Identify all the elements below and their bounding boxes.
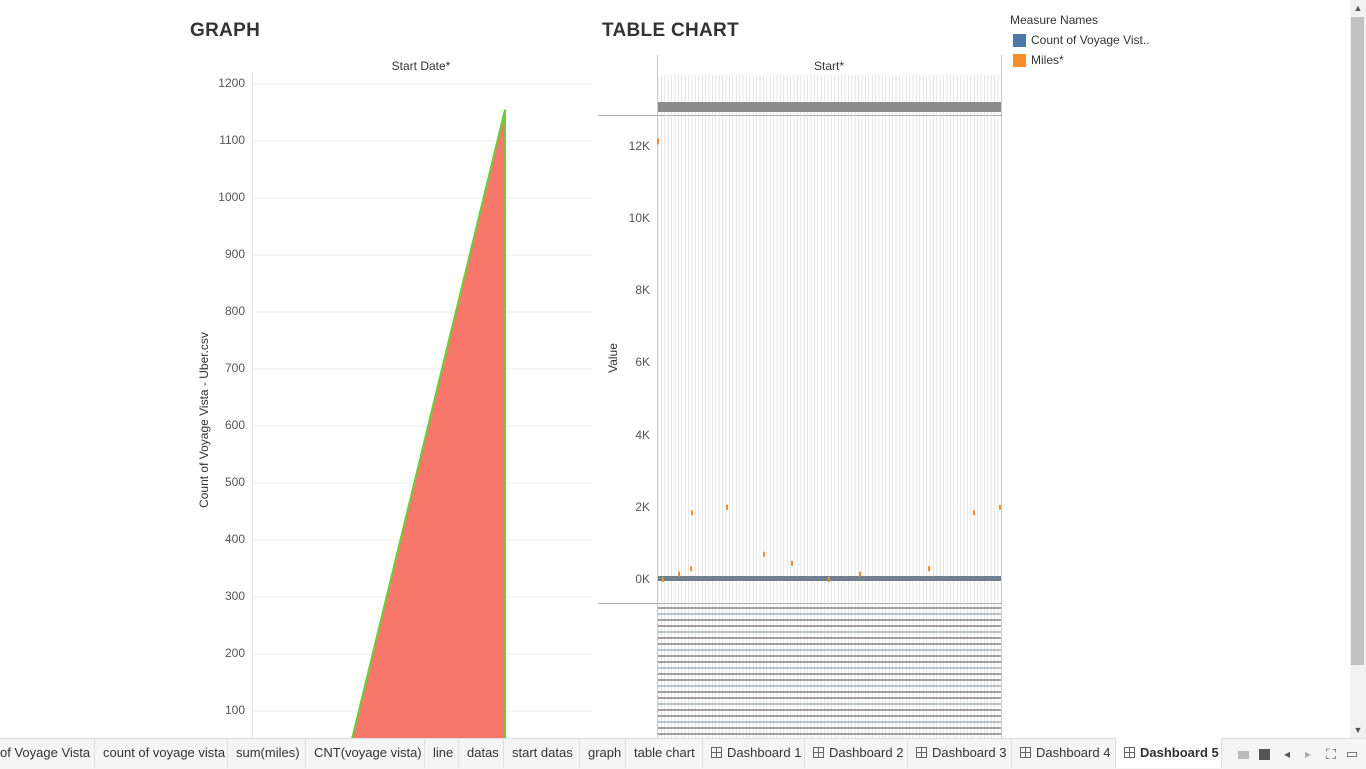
table-chart-points [657,138,1001,582]
tab-table-chart[interactable]: table chart [626,738,703,768]
graph-y-tick-label: 1200 [218,76,245,90]
graph-y-tick-label: 1000 [218,190,245,204]
dashboard-icon [1124,747,1135,758]
table-chart-point [973,510,975,516]
dashboard-icon [1020,747,1031,758]
graph-plot[interactable] [252,72,592,738]
graph-y-tick-label: 300 [224,589,245,603]
table-chart-point [657,138,659,145]
tab-line[interactable]: line [425,738,459,768]
graph-y-tick-label: 600 [224,418,245,432]
tab-count-of-voyage-vista[interactable]: count of voyage vista [95,738,228,768]
graph-y-tick-label: 800 [224,304,245,318]
table-chart-point [859,571,861,577]
legend-item-miles[interactable]: Miles* [1013,50,1150,70]
show-filmstrip-icon[interactable] [1236,746,1250,762]
legend-swatch-count [1013,33,1026,47]
table-chart-point [828,577,830,582]
dashboard-icon [813,747,824,758]
next-sheet-icon[interactable]: ▸ [1304,747,1312,761]
legend: Count of Voyage Vist.. Miles* [1013,30,1150,70]
table-chart-y-tick-label: 8K [635,283,650,298]
tab-dashboard-4[interactable]: Dashboard 4 [1012,738,1116,768]
table-chart-y-tick-label: 12K [628,138,650,153]
vertical-scrollbar-thumb[interactable] [1351,17,1364,665]
table-chart-overflow-rows [658,607,1001,735]
scroll-down-arrow-icon[interactable]: ▼ [1353,725,1363,735]
tab-dashboard-3[interactable]: Dashboard 3 [908,738,1012,768]
legend-item-count[interactable]: Count of Voyage Vist.. [1013,30,1150,50]
table-chart-point [662,577,664,582]
table-chart-top-marker-band [658,102,1001,112]
tab-dashboard-2[interactable]: Dashboard 2 [805,738,908,768]
table-chart-title: TABLE CHART [602,20,739,41]
table-chart-column-dividers [657,75,999,738]
show-tabs-icon[interactable] [1257,746,1271,762]
tab-datas[interactable]: datas [459,738,504,768]
dashboard-icon [916,747,927,758]
legend-label-count: Count of Voyage Vist.. [1031,33,1150,47]
graph-area-series [352,109,505,738]
legend-label-miles: Miles* [1031,53,1064,67]
legend-swatch-miles [1013,53,1026,67]
graph-column-header: Start Date* [391,59,451,73]
table-chart-point [999,504,1001,510]
previous-sheet-icon[interactable]: ◂ [1283,747,1291,761]
graph-y-tick-label: 200 [224,646,245,660]
table-chart-point [763,551,765,557]
table-chart-point [928,566,930,572]
table-chart-y-tick-label: 10K [628,211,650,225]
scroll-up-arrow-icon[interactable]: ▲ [1353,3,1363,13]
graph-y-tick-label: 400 [224,532,245,546]
graph-y-tick-label: 500 [224,475,245,489]
table-chart-y-tick-label: 6K [635,355,650,370]
graph-y-tick-label: 100 [224,703,245,717]
graph-y-tick-label: 1100 [219,133,245,147]
legend-title: Measure Names [1010,13,1099,27]
graph-area-rising-edge [351,109,506,738]
table-chart-point [791,560,793,566]
tab-sum-miles[interactable]: sum(miles) [228,738,306,768]
dashboard-icon [711,747,722,758]
presentation-mode-icon[interactable]: ▭ [1345,746,1359,761]
tab-start-datas[interactable]: start datas [504,738,580,768]
tab-graph[interactable]: graph [580,738,626,768]
tab-of-voyage-vista[interactable]: of Voyage Vista [0,738,95,768]
fullscreen-icon[interactable]: ⛶ [1326,746,1336,762]
table-chart-point [726,504,728,510]
table-chart-y-tick-label: 2K [635,499,650,514]
table-chart-point [678,571,680,577]
tab-dashboard-5[interactable]: Dashboard 5 [1116,738,1222,768]
graph-y-tick-label: 900 [224,247,245,261]
graph-y-tick-label: 700 [224,361,245,375]
tab-dashboard-1[interactable]: Dashboard 1 [703,738,805,768]
table-chart-plot[interactable] [598,55,1002,738]
tab-cnt-voyage-vista[interactable]: CNT(voyage vista) [306,738,425,768]
table-chart-y-tick-label: 0K [635,572,650,586]
table-chart-y-tick-label: 4K [635,427,650,442]
table-chart-point [691,510,693,516]
table-chart-point [690,566,692,572]
table-chart-column-header: Start* [813,59,844,73]
graph-title: GRAPH [190,20,261,41]
